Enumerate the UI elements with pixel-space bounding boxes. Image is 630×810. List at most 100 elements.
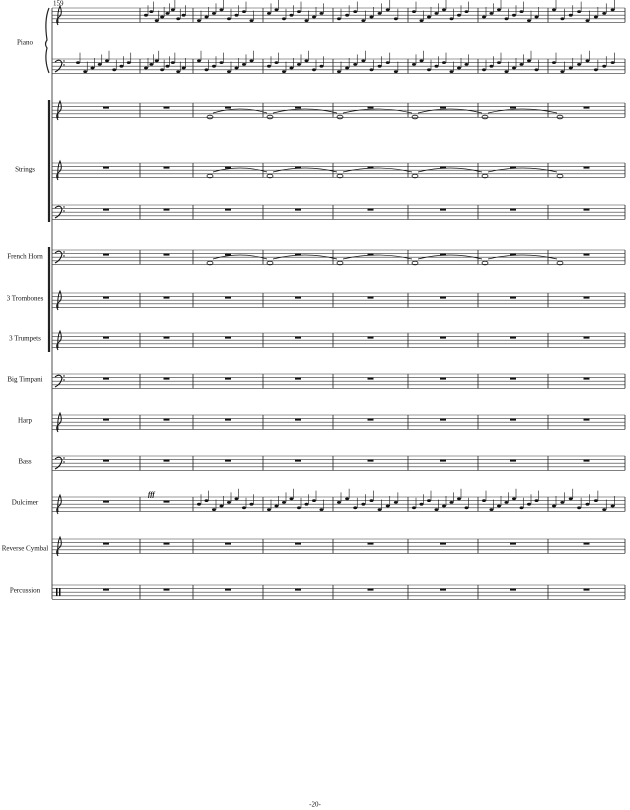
note-head (234, 13, 239, 17)
note-head (577, 506, 582, 510)
whole-rest (440, 106, 446, 109)
dynamic-marking: fff (148, 491, 155, 499)
note-head (457, 13, 461, 17)
note-head (369, 15, 374, 19)
note-head (497, 504, 501, 508)
note-head (568, 66, 573, 70)
note-head (267, 12, 271, 15)
treble-clef (56, 4, 62, 26)
note-head (176, 70, 181, 73)
note-head (552, 8, 556, 12)
whole-rest (295, 377, 301, 380)
note-head (242, 10, 246, 14)
note-head (149, 10, 154, 14)
note-head (249, 19, 254, 22)
note-head (160, 68, 165, 72)
whole-rest (440, 336, 446, 339)
note-head (412, 506, 416, 510)
note-head (227, 17, 231, 21)
whole-rest (225, 418, 231, 421)
note-head (482, 499, 486, 502)
tie (272, 167, 338, 173)
note-head (577, 10, 582, 14)
note-head (560, 17, 565, 21)
instrument-label: Harp (18, 417, 32, 425)
whole-rest (440, 377, 446, 380)
note-head (144, 13, 148, 17)
note-head (312, 15, 316, 19)
whole-rest (510, 208, 516, 211)
note-head (181, 66, 186, 70)
note-head (519, 63, 524, 66)
note-head (464, 63, 469, 66)
note-head (282, 17, 286, 21)
whole-rest (367, 418, 374, 421)
long-note (266, 260, 274, 266)
long-note (481, 260, 489, 266)
note-head (434, 12, 439, 15)
bass-clef-dot (63, 60, 65, 62)
note-head (219, 504, 224, 508)
note-head (112, 68, 117, 72)
note-head (154, 59, 159, 63)
note-head (519, 10, 524, 14)
percussion-clef (56, 588, 58, 596)
note-head (419, 19, 424, 22)
note-head (267, 508, 271, 511)
note-head (449, 17, 454, 21)
note-head (412, 10, 416, 14)
long-note (336, 173, 344, 179)
whole-rest (163, 542, 170, 545)
note-head (419, 59, 424, 63)
note-head (282, 70, 286, 73)
treble-clef (56, 535, 62, 557)
long-note (336, 260, 344, 266)
note-head (149, 63, 154, 66)
measure-number: 159 (53, 0, 64, 8)
note-head (519, 506, 524, 510)
instrument-label: Reverse Cymbal (2, 545, 49, 553)
whole-rest (510, 459, 516, 462)
whole-rest (103, 336, 109, 339)
whole-rest (295, 296, 301, 299)
long-note (206, 114, 214, 120)
piano-brace (44, 7, 50, 74)
note-head (560, 70, 565, 73)
whole-rest (225, 336, 231, 339)
note-head (227, 70, 231, 73)
bass-clef-dot (63, 379, 65, 381)
long-note (556, 260, 564, 266)
tie (487, 254, 558, 260)
whole-rest (103, 166, 109, 169)
treble-clef (56, 411, 62, 433)
note-head (512, 497, 516, 501)
note-head (434, 64, 439, 68)
tie (212, 108, 268, 114)
whole-rest (295, 459, 301, 462)
note-head (83, 70, 88, 73)
note-head (602, 64, 607, 68)
note-head (219, 8, 224, 12)
tie (417, 108, 483, 114)
note-head (393, 501, 398, 504)
note-head (602, 508, 607, 511)
whole-rest (225, 106, 231, 109)
treble-clef (56, 329, 62, 351)
note-head (585, 502, 590, 506)
tie (272, 254, 338, 260)
whole-rest (510, 253, 516, 256)
note-head (593, 68, 598, 72)
note-head (377, 12, 382, 15)
tie (487, 108, 558, 114)
note-head (304, 502, 309, 506)
whole-rest (583, 377, 590, 380)
note-head (464, 10, 469, 14)
whole-rest (163, 208, 170, 211)
whole-rest (103, 542, 109, 545)
note-head (234, 497, 239, 501)
note-head (527, 502, 531, 506)
whole-rest (163, 377, 170, 380)
note-head (419, 502, 424, 506)
note-head (610, 61, 615, 64)
whole-rest (510, 542, 516, 545)
